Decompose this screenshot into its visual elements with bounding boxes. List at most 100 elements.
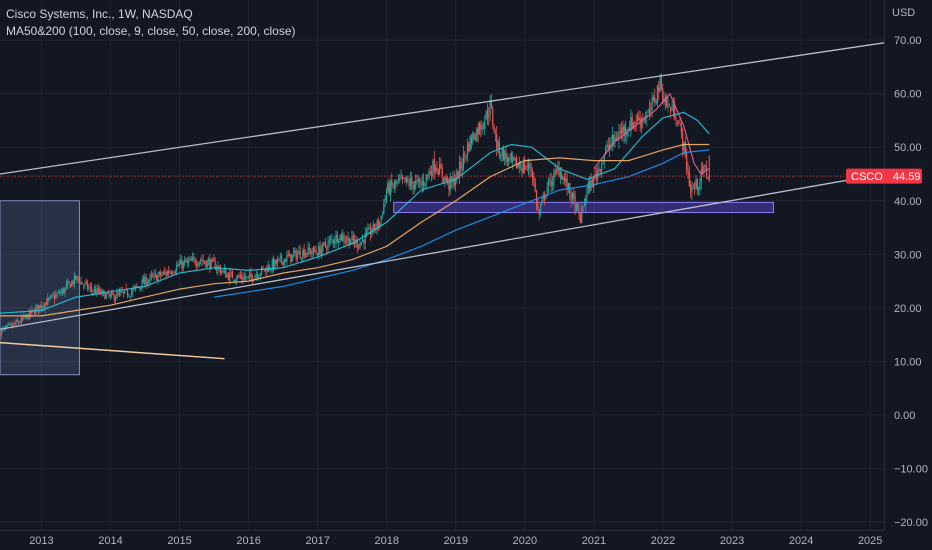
candle-body bbox=[319, 245, 321, 255]
candle-body bbox=[312, 247, 315, 255]
candle-body bbox=[49, 296, 52, 299]
candle-body bbox=[684, 141, 686, 155]
candle-body bbox=[699, 181, 701, 190]
candle-body bbox=[75, 275, 77, 280]
candle-body bbox=[379, 222, 381, 228]
candle-body bbox=[79, 281, 81, 285]
candle-body bbox=[505, 152, 507, 159]
candle-body bbox=[72, 281, 74, 285]
candle-body bbox=[234, 280, 236, 282]
candle-body bbox=[525, 167, 527, 169]
candle-body bbox=[607, 145, 609, 148]
candle-body bbox=[680, 123, 682, 133]
candle-body bbox=[153, 274, 155, 278]
candle-body bbox=[691, 187, 693, 193]
trendline bbox=[0, 42, 885, 175]
candle-body bbox=[458, 162, 461, 177]
candle-body bbox=[245, 277, 247, 279]
candle-body bbox=[448, 179, 450, 190]
candle-body bbox=[219, 268, 222, 274]
candle-body bbox=[168, 270, 170, 273]
candle-body bbox=[623, 125, 625, 136]
candle-body bbox=[365, 231, 368, 235]
candle-body bbox=[389, 181, 392, 196]
candle-body bbox=[146, 282, 149, 284]
candle-body bbox=[109, 294, 111, 297]
price-axis-ticks[interactable]: 70.00 60.00 50.00 40.00 30.00 20.00 10.00 0.00 −… bbox=[894, 35, 928, 529]
candle-body bbox=[602, 161, 604, 163]
candle-body bbox=[202, 259, 204, 262]
candle-body bbox=[380, 216, 382, 222]
candle-body bbox=[99, 289, 101, 293]
candle-body bbox=[214, 261, 216, 270]
candle-body bbox=[239, 275, 241, 277]
trendlines[interactable] bbox=[0, 42, 885, 360]
candle-body bbox=[534, 182, 536, 192]
candle-body bbox=[65, 284, 68, 287]
candle-body bbox=[701, 167, 704, 174]
candle-body bbox=[634, 121, 636, 124]
candle-body bbox=[383, 203, 385, 215]
candle-body bbox=[203, 260, 206, 263]
candle-body bbox=[132, 288, 134, 293]
candle-body bbox=[612, 134, 615, 142]
candle-body bbox=[654, 97, 656, 102]
candle-body bbox=[405, 177, 408, 182]
candle-body bbox=[484, 120, 486, 129]
candle-body bbox=[60, 291, 62, 294]
candle-body bbox=[488, 116, 490, 117]
time-tick-label: 2020 bbox=[513, 535, 537, 547]
time-axis-ticks[interactable]: 2013 2014 2015 2016 2017 2018 2019 2020 2021 2022… bbox=[29, 535, 882, 547]
candle-body bbox=[323, 242, 325, 244]
chart-legend[interactable]: Cisco Systems, Inc., 1W, NASDAQ MA50&200… bbox=[6, 6, 296, 40]
candle-body bbox=[19, 322, 21, 324]
candle-body bbox=[599, 169, 601, 172]
candle-body bbox=[357, 246, 360, 248]
candle-body bbox=[432, 160, 434, 177]
candle-body bbox=[91, 287, 93, 291]
candle-body bbox=[615, 136, 617, 141]
candle-body bbox=[578, 208, 580, 215]
candle-body bbox=[178, 263, 180, 266]
candle-body bbox=[250, 272, 252, 277]
candle-body bbox=[563, 177, 566, 181]
candle-body bbox=[262, 267, 264, 269]
candle-body bbox=[73, 275, 75, 285]
candle-body bbox=[339, 235, 341, 241]
candle-body bbox=[64, 287, 66, 294]
candle-body bbox=[431, 171, 433, 176]
candle-body bbox=[492, 108, 494, 125]
candle-body bbox=[181, 260, 183, 269]
candle-body bbox=[603, 155, 605, 162]
candle-body bbox=[318, 246, 320, 255]
candle-body bbox=[77, 277, 79, 281]
candle-body bbox=[308, 248, 311, 251]
candle-body bbox=[381, 214, 384, 216]
candle-body bbox=[326, 247, 328, 250]
candle-body bbox=[524, 160, 526, 171]
candle-body bbox=[707, 177, 709, 179]
candle-body bbox=[223, 269, 226, 271]
candle-body bbox=[610, 144, 612, 146]
candle-body bbox=[388, 183, 390, 195]
candle-body bbox=[170, 273, 172, 274]
indicator-label[interactable]: MA50&200 (100, close, 9, close, 50, clos… bbox=[6, 24, 296, 38]
candle-body bbox=[33, 310, 36, 314]
candle-body bbox=[316, 253, 319, 256]
candle-body bbox=[221, 271, 223, 273]
candle-body bbox=[28, 310, 30, 320]
candle-body bbox=[327, 241, 329, 249]
candle-body bbox=[302, 250, 304, 258]
symbol-title[interactable]: Cisco Systems, Inc., 1W, NASDAQ bbox=[6, 7, 193, 21]
candle-body bbox=[545, 194, 547, 199]
candle-body bbox=[292, 252, 295, 254]
candle-body bbox=[194, 259, 196, 265]
candle-body bbox=[367, 228, 369, 233]
trendline bbox=[0, 341, 225, 360]
candle-body bbox=[338, 241, 340, 244]
candle-body bbox=[527, 163, 530, 169]
candle-body bbox=[129, 296, 131, 297]
candle-body bbox=[655, 100, 657, 104]
candle-body bbox=[577, 202, 579, 209]
